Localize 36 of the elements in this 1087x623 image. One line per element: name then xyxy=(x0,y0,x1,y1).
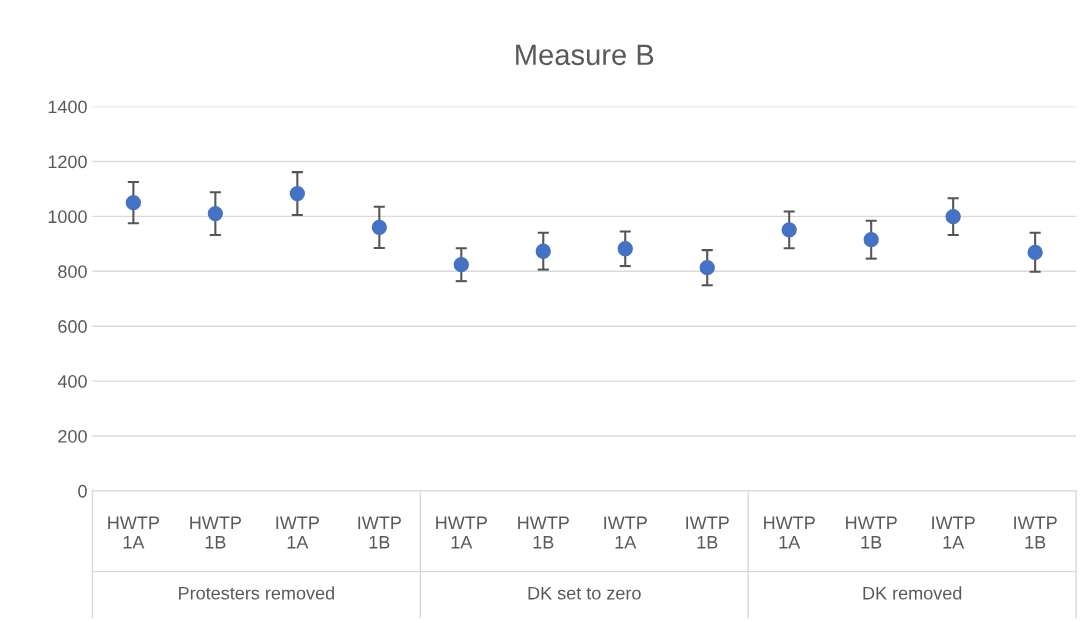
point xyxy=(863,232,879,248)
x-tick-label: IWTP 1A xyxy=(276,516,319,549)
y-tick-label: 1000 xyxy=(48,210,87,224)
point xyxy=(535,243,551,259)
point xyxy=(371,219,387,235)
point xyxy=(781,222,797,238)
chart-title: Measure B xyxy=(516,44,654,66)
x-tick-label: HWTP 1A xyxy=(764,516,815,549)
y-tick-label: 1200 xyxy=(48,155,87,169)
y-tick-label: 200 xyxy=(58,429,87,443)
text: Protesters removed xyxy=(179,586,334,600)
point xyxy=(453,257,469,273)
x-tick-label: IWTP 1B xyxy=(358,516,401,549)
point xyxy=(699,260,715,276)
point xyxy=(125,194,142,211)
y-tick-label: 800 xyxy=(58,265,87,278)
x-tick-label: IWTP 1A xyxy=(604,516,647,549)
y-tick-label: 0 xyxy=(78,484,87,498)
point xyxy=(1027,244,1043,260)
x-tick-label: IWTP 1B xyxy=(686,516,729,549)
x-tick-label: HWTP 1A xyxy=(436,516,487,549)
text: DK removed xyxy=(863,586,962,600)
y-tick-label: 1400 xyxy=(48,100,87,114)
y-tick-label: 600 xyxy=(58,320,87,333)
x-tick-label: HWTP 1A xyxy=(108,516,160,549)
y-tick-label: 400 xyxy=(57,375,87,388)
point xyxy=(945,208,961,225)
text: DK set to zero xyxy=(528,586,641,600)
x-tick-label: IWTP 1B xyxy=(1014,516,1057,549)
x-tick-label: HWTP 1B xyxy=(518,516,569,549)
x-tick-label: IWTP 1A xyxy=(932,516,975,549)
x-tick-label: HWTP 1B xyxy=(846,516,897,549)
point xyxy=(617,241,633,257)
x-tick-label: HWTP 1B xyxy=(190,516,241,549)
point xyxy=(207,205,224,222)
point xyxy=(289,185,305,202)
